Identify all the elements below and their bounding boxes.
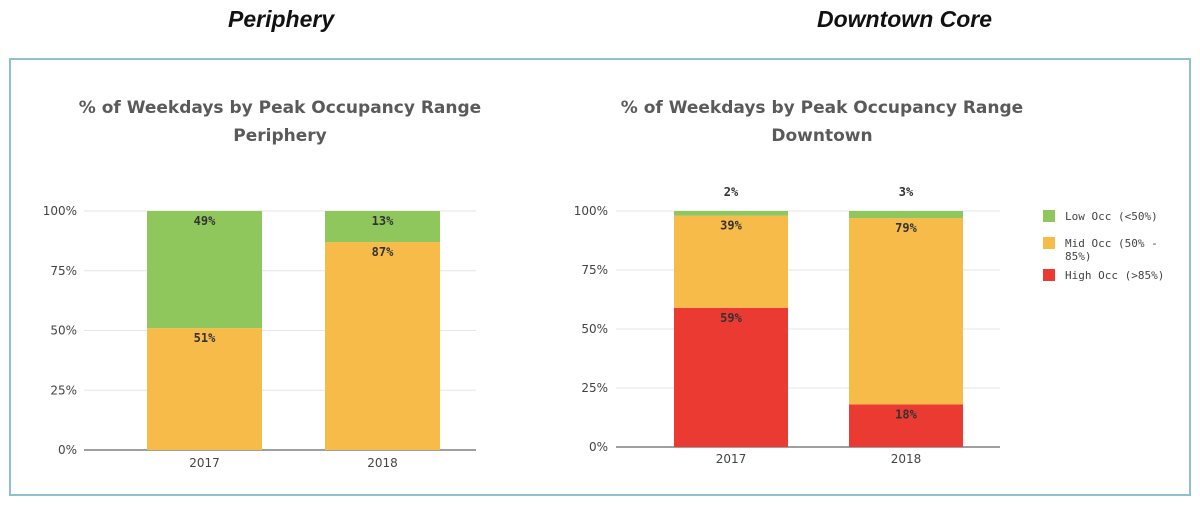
periphery-y-tick-label: 25% [50, 383, 77, 397]
legend-label-1: Mid Occ (50% - [1065, 237, 1158, 250]
downtown-y-tick-label: 0% [589, 440, 608, 454]
downtown-y-tick-label: 100% [574, 204, 608, 218]
downtown-bar-2017-high-occ [674, 307, 788, 447]
downtown-data-label-2017-high-occ: 59% [720, 311, 742, 325]
periphery-y-tick-label: 75% [50, 264, 77, 278]
periphery-heading: Periphery [228, 6, 335, 32]
legend-label-0: Low Occ (<50%) [1065, 210, 1158, 223]
downtown-bar-2018-mid-occ [849, 218, 963, 405]
legend-label-1: 85%) [1065, 250, 1092, 263]
downtown-bar-2018-low-occ [849, 211, 963, 219]
legend-swatch-2 [1043, 269, 1055, 281]
periphery-data-label-2018-low-occ: 13% [372, 214, 394, 228]
periphery-data-label-2017-low-occ: 49% [194, 214, 216, 228]
downtown-data-label-2017-low-occ: 2% [724, 185, 739, 199]
periphery-bar-2018-mid-occ [325, 242, 440, 450]
downtown-y-tick-label: 50% [581, 322, 608, 336]
downtown-bar-2017-low-occ [674, 211, 788, 216]
legend-swatch-1 [1043, 237, 1055, 249]
periphery-y-tick-label: 0% [58, 443, 77, 457]
downtown-y-tick-label: 25% [581, 381, 608, 395]
periphery-x-tick-label-2017: 2017 [189, 456, 220, 470]
downtown-bar-2017-mid-occ [674, 215, 788, 308]
periphery-bar-2017-low-occ [147, 211, 262, 329]
periphery-x-tick-label-2018: 2018 [367, 456, 398, 470]
periphery-bar-2017-mid-occ [147, 328, 262, 450]
downtown-chart-title-line-2: Downtown [771, 126, 872, 146]
downtown-data-label-2018-low-occ: 3% [899, 185, 914, 199]
downtown-data-label-2018-mid-occ: 79% [895, 221, 917, 235]
downtown-x-tick-label-2017: 2017 [716, 452, 747, 466]
periphery-data-label-2018-mid-occ: 87% [372, 245, 394, 259]
periphery-chart-title-line-1: % of Weekdays by Peak Occupancy Range [79, 98, 481, 118]
downtown-core-heading: Downtown Core [817, 6, 993, 32]
downtown-chart-title-line-1: % of Weekdays by Peak Occupancy Range [621, 98, 1023, 118]
downtown-data-label-2017-mid-occ: 39% [720, 219, 742, 233]
legend-label-2: High Occ (>85%) [1065, 269, 1164, 282]
periphery-data-label-2017-mid-occ: 51% [194, 331, 216, 345]
legend-swatch-0 [1043, 210, 1055, 222]
periphery-bar-2018-low-occ [325, 211, 440, 243]
downtown-y-tick-label: 75% [581, 263, 608, 277]
periphery-y-tick-label: 100% [43, 204, 77, 218]
downtown-data-label-2018-high-occ: 18% [895, 408, 917, 422]
downtown-bar-2018-high-occ [849, 404, 963, 447]
downtown-x-tick-label-2018: 2018 [891, 452, 922, 466]
periphery-chart-title-line-2: Periphery [233, 126, 326, 146]
periphery-y-tick-label: 50% [50, 324, 77, 338]
